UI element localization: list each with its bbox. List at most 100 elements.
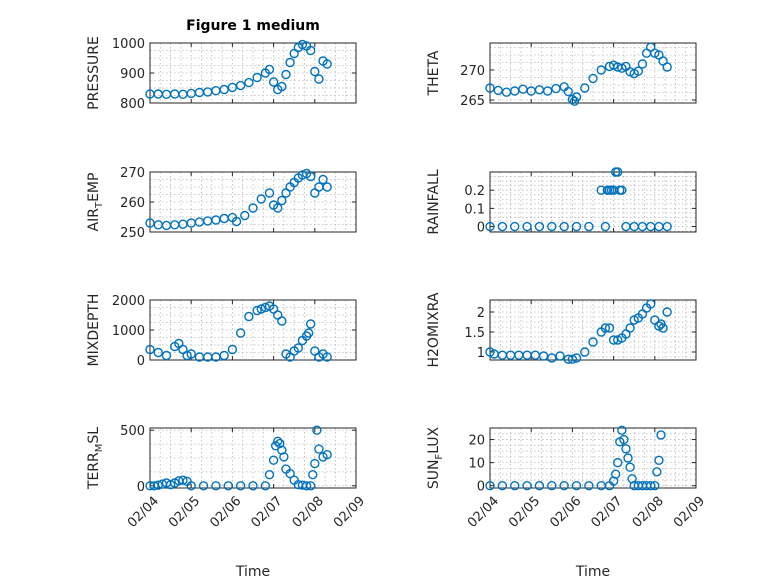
data-point (547, 480, 557, 491)
y-tick-label: 0 (477, 221, 485, 236)
data-point (493, 85, 503, 96)
y-axis-label: AIRTEMP (86, 173, 105, 232)
axes-frame (489, 299, 697, 361)
x-tick-label: 02/05 (166, 494, 203, 531)
y-tick-label: 1000 (112, 37, 145, 52)
data-point (297, 39, 308, 50)
y-tick-label: 1 (477, 346, 485, 361)
data-point (301, 481, 312, 491)
data-point (610, 469, 621, 479)
subplot-4: 0 0.1 0.2 RAINFALL (426, 167, 697, 236)
data-point (153, 480, 163, 490)
x-tick-label: 02/06 (547, 494, 584, 531)
x-tick-label: 02/04 (125, 494, 162, 531)
data-point (584, 480, 594, 491)
subplot-3: 250 260 270 AIRTEMP (86, 166, 357, 241)
data-point (485, 221, 495, 232)
data-point (542, 86, 553, 96)
data-point (619, 434, 629, 445)
data-point (534, 480, 545, 491)
data-series (485, 167, 672, 232)
data-point (275, 438, 285, 449)
data-point (264, 64, 275, 75)
data-point (145, 344, 155, 355)
data-point (153, 347, 163, 358)
data-point (244, 311, 254, 322)
data-point (559, 480, 569, 491)
data-point (654, 455, 664, 466)
y-tick-label: 0 (137, 354, 145, 369)
y-tick-label: 20 (468, 434, 485, 449)
data-point (530, 350, 541, 360)
y-tick-label: 270 (120, 166, 145, 181)
data-point (314, 74, 324, 84)
data-point (256, 194, 266, 204)
data-point (182, 350, 192, 361)
y-tick-label: 270 (460, 64, 485, 79)
x-tick-label: 02/05 (506, 494, 543, 531)
y-tick-label: 500 (120, 424, 145, 439)
data-point (273, 203, 283, 213)
data-point (571, 92, 582, 102)
data-point (322, 59, 332, 69)
data-point (303, 328, 314, 338)
y-tick-label: 900 (120, 67, 145, 82)
data-point (211, 215, 221, 225)
data-point (256, 304, 266, 314)
subplot-6: 1 1.5 2 H2OMIXRA (426, 292, 697, 368)
data-point (596, 65, 606, 75)
x-tick-label: 02/07 (249, 494, 286, 531)
data-point (285, 468, 295, 479)
x-tick-label: 02/08 (290, 494, 327, 531)
data-point (153, 89, 163, 99)
data-point (235, 80, 246, 91)
data-point (322, 449, 332, 460)
x-tick-label: 02/09 (331, 494, 368, 531)
x-axis-label: Time (235, 564, 270, 580)
data-series (145, 301, 332, 362)
data-point (567, 354, 578, 364)
data-point (662, 307, 672, 317)
data-point (268, 77, 279, 87)
data-point (248, 481, 258, 491)
data-point (165, 479, 176, 490)
data-point (514, 350, 524, 360)
data-point (600, 323, 611, 333)
y-tick-label: 250 (120, 226, 145, 241)
data-point (305, 319, 316, 329)
y-tick-label: 1000 (112, 324, 145, 339)
y-tick-label: 0 (137, 480, 145, 495)
data-point (277, 445, 287, 455)
data-point (633, 66, 644, 76)
data-point (277, 316, 287, 326)
y-tick-label: 260 (120, 196, 145, 211)
data-point (194, 217, 205, 227)
data-point (240, 210, 250, 221)
y-tick-label: 2 (477, 306, 485, 321)
data-point (571, 221, 582, 232)
data-point (510, 480, 520, 491)
axes-frame (489, 171, 697, 233)
data-point (621, 444, 631, 454)
data-point (235, 328, 246, 338)
data-point (235, 481, 246, 491)
data-point (161, 220, 172, 231)
y-tick-label: 0.2 (464, 184, 485, 199)
grid-lines (489, 43, 697, 103)
x-tick-label: 02/08 (630, 494, 667, 531)
data-point (645, 299, 656, 309)
subplot-2: 265 270 THETA (426, 42, 697, 109)
data-point (497, 221, 508, 232)
data-point (252, 305, 262, 316)
data-point (571, 480, 582, 491)
y-tick-label: 800 (120, 97, 145, 112)
x-tick-label: 02/04 (465, 494, 502, 531)
y-tick-label: 0 (477, 480, 485, 495)
data-point (538, 351, 549, 361)
x-tick-label: 02/07 (589, 494, 626, 531)
data-point (281, 69, 291, 80)
data-point (617, 425, 627, 436)
y-axis-label: PRESSURE (86, 36, 102, 110)
x-tick-label: 02/06 (207, 494, 244, 531)
data-point (580, 83, 590, 93)
